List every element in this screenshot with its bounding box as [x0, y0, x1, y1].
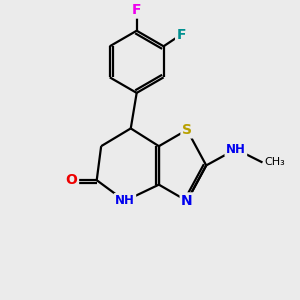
Text: CH₃: CH₃ [264, 158, 285, 167]
Text: O: O [66, 173, 77, 187]
Text: S: S [182, 123, 192, 137]
Text: NH: NH [115, 194, 135, 207]
Text: F: F [132, 3, 141, 17]
Text: N: N [181, 194, 193, 208]
Text: F: F [177, 28, 186, 42]
Text: NH: NH [226, 142, 246, 156]
